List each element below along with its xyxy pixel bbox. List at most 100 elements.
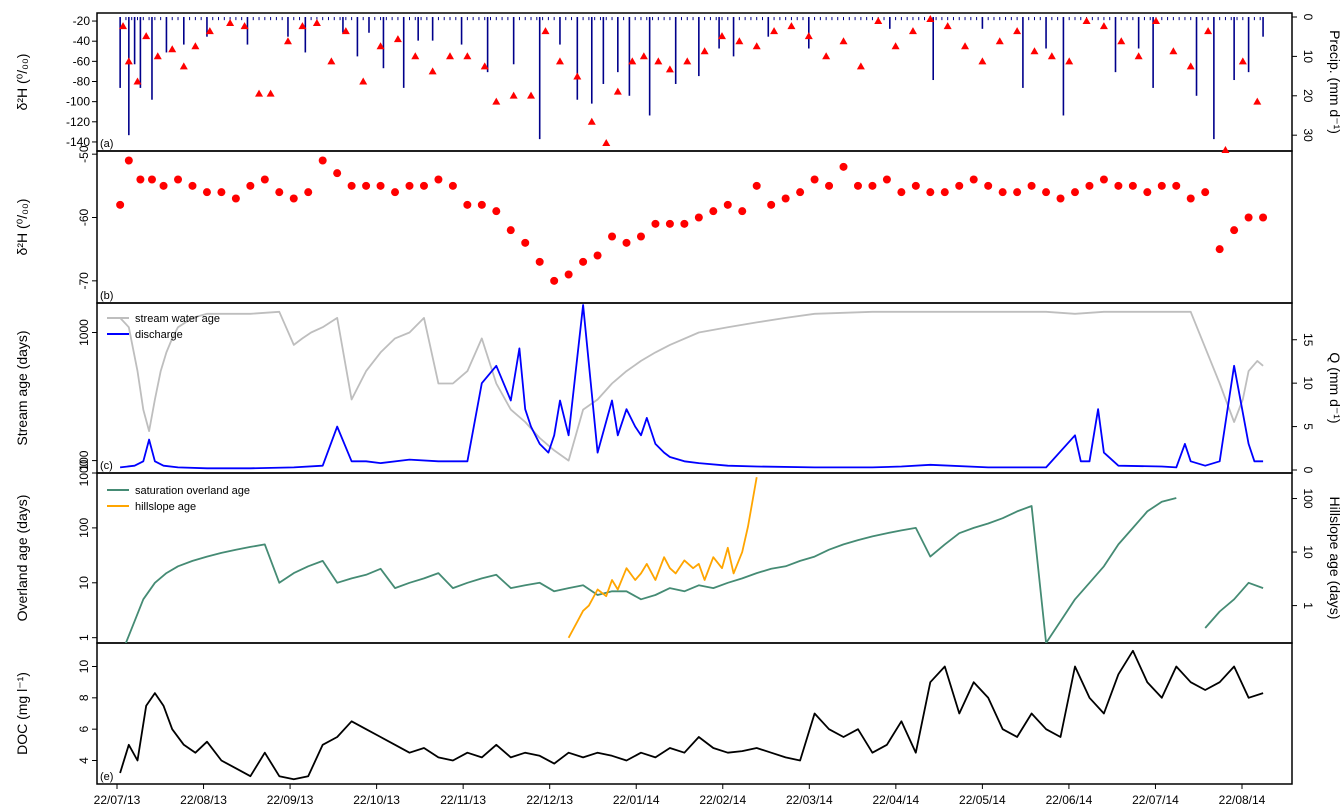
doc-line <box>119 649 1264 781</box>
discharge-line <box>119 304 1264 470</box>
stream-isotope-point <box>550 276 559 285</box>
rain-isotope-point <box>804 32 813 40</box>
y-tick-label: -120 <box>66 115 90 129</box>
rain-isotope-point <box>787 22 796 30</box>
stream-isotope-point <box>1070 188 1079 197</box>
rain-isotope-point <box>266 89 275 97</box>
x-tick-label: 22/03/14 <box>786 793 833 807</box>
y-tick-label: 8 <box>77 694 91 701</box>
y-axis-label: DOC (mg l⁻¹) <box>14 672 30 755</box>
y-tick-label: -60 <box>77 209 91 227</box>
stream-isotope-point <box>1244 213 1253 222</box>
rain-isotope-point <box>124 57 133 65</box>
rain-isotope-point <box>142 32 151 40</box>
y-tick-label: 4 <box>77 757 91 764</box>
stream-isotope-point <box>608 232 617 241</box>
rain-isotope-point <box>978 57 987 65</box>
rain-isotope-point <box>839 37 848 45</box>
stream-isotope-point <box>911 181 920 190</box>
stream-isotope-point <box>1056 194 1065 203</box>
stream-isotope-point <box>448 181 457 190</box>
stream-isotope-point <box>1114 181 1123 190</box>
y-tick-label: 100 <box>77 518 91 538</box>
y-tick-label: 1 <box>77 634 91 641</box>
rain-isotope-point <box>312 19 321 27</box>
rain-isotope-point <box>856 62 865 70</box>
stream-isotope-point <box>1143 188 1152 197</box>
rain-isotope-point <box>1082 17 1091 25</box>
y-tick-label: -40 <box>73 34 91 48</box>
legend-item: hillslope age <box>135 501 196 513</box>
left-axis-e: 10 8 6 4 <box>77 660 97 764</box>
y-tick-label: 10 <box>77 576 91 590</box>
stream-isotope-point <box>1157 181 1166 190</box>
stream-isotope-point <box>434 175 443 184</box>
rain-isotope-point <box>226 19 235 27</box>
stream-isotope-point <box>521 238 530 247</box>
panel-frame-b <box>96 150 1293 304</box>
stream-isotope-point <box>1172 181 1181 190</box>
panel-frame-c <box>96 302 1293 474</box>
y-tick-label: 6 <box>77 726 91 733</box>
rain-isotope-point <box>1152 17 1161 25</box>
x-tick-label: 22/07/14 <box>1132 793 1179 807</box>
rain-isotope-point <box>735 37 744 45</box>
rain-isotope-point <box>527 91 536 99</box>
rain-isotope-point <box>613 87 622 95</box>
rain-isotope-point <box>1253 97 1262 105</box>
stream-isotope-point <box>882 175 891 184</box>
x-tick-label: 22/05/14 <box>959 793 1006 807</box>
rain-isotope-point <box>341 27 350 35</box>
x-tick-label: 22/01/14 <box>613 793 660 807</box>
rain-isotope-point <box>428 67 437 75</box>
rain-isotope-point <box>961 42 970 50</box>
rain-isotope-point <box>654 57 663 65</box>
stream-isotope-point <box>723 200 732 209</box>
stream-isotope-point <box>535 257 544 266</box>
rain-isotope-point <box>359 77 368 85</box>
stream-isotope-point <box>405 181 414 190</box>
rain-isotope-point <box>411 52 420 60</box>
y-tick-label: 100 <box>1301 489 1315 509</box>
stream-isotope-point <box>1099 175 1108 184</box>
rain-isotope-point <box>1169 47 1178 55</box>
stream-isotope-point <box>231 194 240 203</box>
stream-isotope-point <box>202 188 211 197</box>
right-axis-c: 15 10 5 0 <box>1292 333 1315 474</box>
stream-isotope-point <box>579 257 588 266</box>
rain-isotope-point <box>1065 57 1074 65</box>
rain-isotope-point <box>555 57 564 65</box>
rain-isotope-point <box>573 72 582 80</box>
stream-isotope-point <box>1042 188 1051 197</box>
rain-isotope-point <box>205 27 214 35</box>
stream-isotope-point <box>333 169 342 178</box>
panel-d-lines <box>124 477 1264 643</box>
rain-isotope-point <box>153 52 162 60</box>
stream-isotope-point <box>124 156 133 165</box>
rain-isotope-point <box>926 15 935 23</box>
rain-isotope-point <box>133 77 142 85</box>
x-tick-label: 22/10/13 <box>353 793 400 807</box>
y-tick-label: 100 <box>77 450 91 470</box>
rain-isotope-point <box>255 89 264 97</box>
y-tick-label: -20 <box>73 14 91 28</box>
y-tick-label: -50 <box>77 145 91 163</box>
legend: stream water age discharge <box>107 313 220 341</box>
y-tick-label: 5 <box>1301 423 1315 430</box>
stream-isotope-point <box>1230 226 1239 235</box>
rain-isotope-point <box>891 42 900 50</box>
stream-isotope-point <box>376 181 385 190</box>
stream-isotope-point <box>781 194 790 203</box>
stream-isotope-point <box>767 200 776 209</box>
y-axis-label: Stream age (days) <box>14 330 30 445</box>
stream-isotope-point <box>984 181 993 190</box>
stream-isotope-point <box>159 181 168 190</box>
stream-isotope-point <box>463 200 472 209</box>
y-tick-label: 30 <box>1301 129 1315 143</box>
y-tick-label: 1000 <box>77 459 91 486</box>
rain-isotope-point <box>943 22 952 30</box>
stream-isotope-point <box>926 188 935 197</box>
x-tick-label: 22/08/13 <box>180 793 227 807</box>
rain-isotope-point <box>119 22 128 30</box>
stream-isotope-point <box>564 270 573 279</box>
